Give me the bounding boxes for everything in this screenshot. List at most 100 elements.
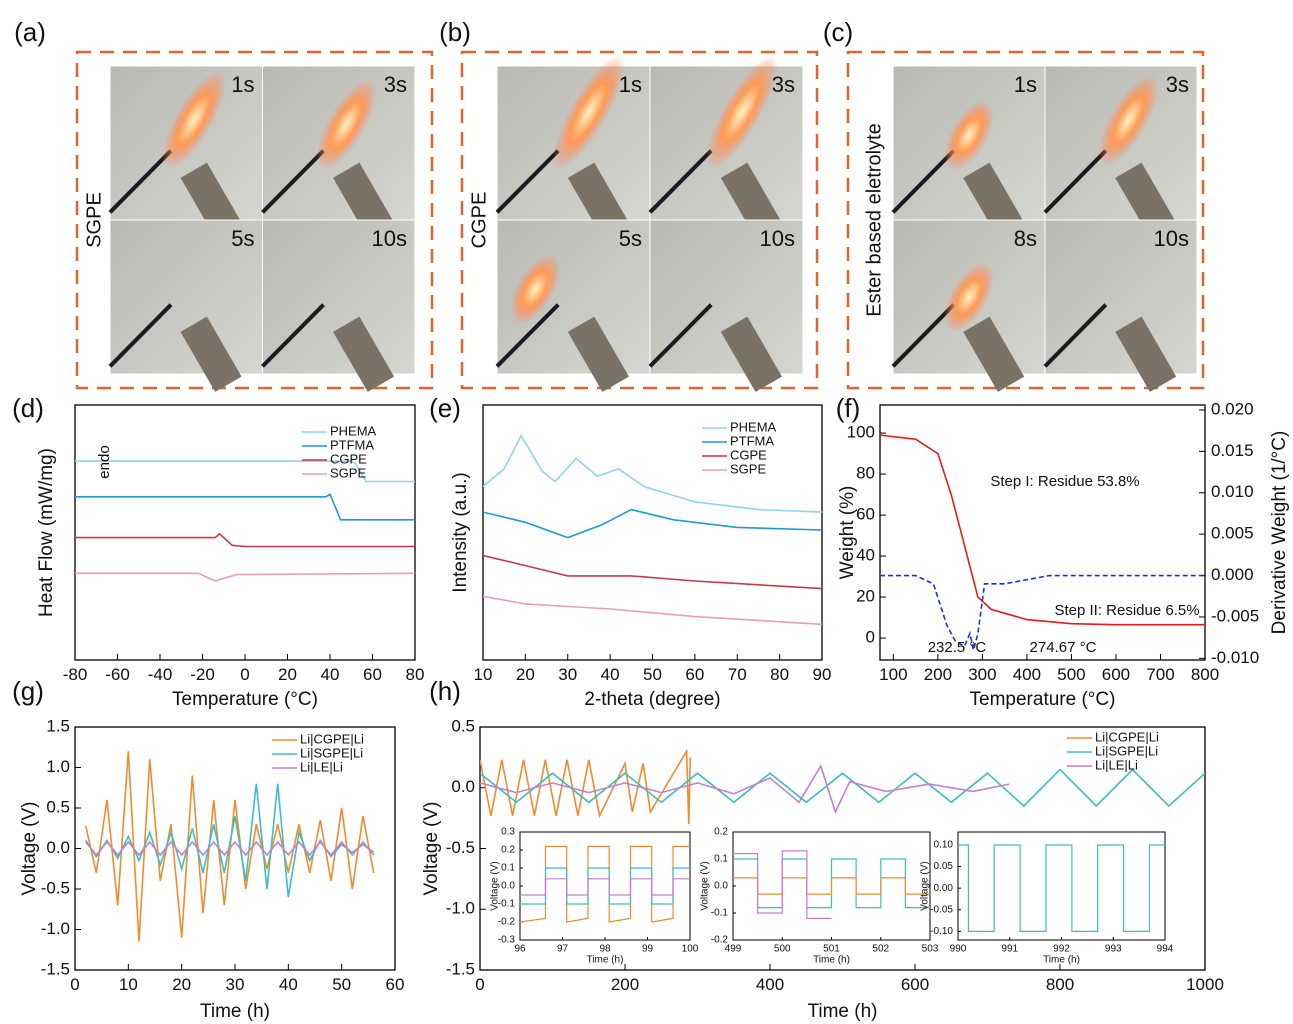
y-tick-label: -0.5 bbox=[41, 878, 70, 897]
x-tick-label: 80 bbox=[406, 665, 425, 684]
x-tick-label: 503 bbox=[922, 944, 939, 955]
photo-time: 3s bbox=[772, 72, 795, 97]
photo-torch bbox=[180, 162, 242, 238]
series-line bbox=[880, 434, 1205, 626]
x-tick-label: 0 bbox=[240, 665, 249, 684]
x-tick-label: 40 bbox=[601, 665, 620, 684]
panel-label: (g) bbox=[12, 676, 44, 706]
photo-time: 1s bbox=[619, 72, 642, 97]
photo-flame bbox=[510, 254, 561, 325]
photo-torch bbox=[567, 316, 629, 392]
legend-label: Li|SGPE|Li bbox=[300, 745, 363, 760]
y-tick-label: -0.05 bbox=[930, 904, 953, 915]
panel-label: (e) bbox=[429, 393, 461, 423]
legend-label: PTFMA bbox=[330, 437, 374, 452]
photo-holder bbox=[261, 303, 325, 368]
x-tick-label: 600 bbox=[901, 975, 929, 994]
y2-tick-label: 0.000 bbox=[1211, 565, 1254, 584]
photo-torch bbox=[1115, 162, 1177, 238]
y-tick-label: 0 bbox=[866, 628, 875, 647]
x-tick-label: 60 bbox=[363, 665, 382, 684]
plot-frame bbox=[879, 404, 1206, 661]
y-tick-label: 40 bbox=[856, 546, 875, 565]
x-tick-label: -80 bbox=[63, 665, 88, 684]
panel-label: (h) bbox=[429, 676, 461, 706]
series-line bbox=[880, 574, 1205, 651]
y-tick-label: -1.0 bbox=[41, 919, 70, 938]
y-tick-label: -0.10 bbox=[930, 926, 953, 937]
photo-holder bbox=[495, 149, 560, 214]
x-tick-label: 300 bbox=[968, 665, 996, 684]
x-tick-label: 502 bbox=[872, 944, 889, 955]
x-axis-label: Temperature (°C) bbox=[172, 689, 318, 710]
photo-time: 3s bbox=[384, 72, 407, 97]
x-tick-label: 40 bbox=[279, 975, 298, 994]
x-tick-label: 60 bbox=[685, 665, 704, 684]
y-tick-label: -0.2 bbox=[711, 935, 729, 946]
y-tick-label: 0.05 bbox=[934, 861, 954, 872]
x-tick-label: 501 bbox=[823, 944, 840, 955]
plot-frame bbox=[519, 831, 691, 941]
x-tick-label: 50 bbox=[332, 975, 351, 994]
x-tick-label: 200 bbox=[611, 975, 639, 994]
y2-axis-label: Derivative Weight (1/°C) bbox=[1269, 431, 1290, 635]
y-tick-label: 80 bbox=[856, 464, 875, 483]
photo-flame bbox=[943, 100, 995, 171]
x-tick-label: 60 bbox=[386, 975, 405, 994]
panel-label: (b) bbox=[439, 17, 471, 47]
annotation: endo bbox=[96, 445, 113, 478]
series-line bbox=[75, 493, 415, 521]
x-tick-label: 99 bbox=[642, 944, 654, 955]
y-axis-label: Intensity (a.u.) bbox=[450, 472, 471, 592]
x-tick-label: 400 bbox=[1013, 665, 1041, 684]
y-tick-label: -1.0 bbox=[446, 899, 475, 918]
photo-time: 3s bbox=[1166, 72, 1189, 97]
photo-torch bbox=[963, 162, 1025, 238]
photo bbox=[1044, 219, 1198, 375]
y-tick-label: 0.2 bbox=[714, 827, 728, 838]
photo-holder bbox=[495, 303, 560, 368]
series-line bbox=[483, 595, 822, 626]
photo-holder bbox=[648, 149, 713, 214]
series-line bbox=[483, 508, 822, 539]
y-tick-label: 0.00 bbox=[934, 883, 954, 894]
x-axis-label: Temperature (°C) bbox=[970, 689, 1116, 710]
x-tick-label: -20 bbox=[190, 665, 215, 684]
photo-torch bbox=[963, 316, 1025, 392]
x-tick-label: 10 bbox=[119, 975, 138, 994]
y2-tick-label: 0.010 bbox=[1211, 482, 1254, 501]
y-tick-label: 0.0 bbox=[46, 838, 70, 857]
y-tick-label: 0.0 bbox=[714, 881, 728, 892]
y2-tick-label: -0.005 bbox=[1211, 606, 1259, 625]
x-tick-label: 800 bbox=[1046, 975, 1074, 994]
x-tick-label: 20 bbox=[516, 665, 535, 684]
y-axis-label: Voltage (V) bbox=[700, 861, 711, 910]
y-axis-label: Weight (%) bbox=[837, 486, 858, 580]
series-line bbox=[75, 460, 415, 483]
photo-time: 10s bbox=[1154, 226, 1189, 251]
legend-label: Li|LE|Li bbox=[300, 759, 343, 774]
photo-flame bbox=[161, 70, 227, 170]
x-tick-label: 200 bbox=[924, 665, 952, 684]
photo-torch bbox=[1115, 316, 1177, 392]
photo-time: 1s bbox=[231, 72, 254, 97]
photo-holder bbox=[891, 149, 956, 214]
photo-time: 10s bbox=[760, 226, 795, 251]
photo-holder bbox=[108, 303, 173, 368]
photo-time: 5s bbox=[619, 226, 642, 251]
y-tick-label: 0.5 bbox=[451, 716, 475, 735]
photo-flame bbox=[705, 55, 778, 169]
photo-holder bbox=[648, 303, 713, 368]
photo-holder bbox=[1043, 149, 1108, 214]
photo-time: 5s bbox=[231, 226, 254, 251]
side-label: Ester based eletrolyte bbox=[863, 123, 885, 316]
y-tick-label: -0.1 bbox=[498, 899, 516, 910]
x-tick-label: 700 bbox=[1146, 665, 1174, 684]
legend-label: PHEMA bbox=[730, 419, 777, 434]
x-tick-label: 10 bbox=[474, 665, 493, 684]
y-tick-label: 0.2 bbox=[501, 845, 515, 856]
y-tick-label: -0.2 bbox=[498, 917, 516, 928]
plot-frame bbox=[74, 726, 396, 971]
x-tick-label: 40 bbox=[321, 665, 340, 684]
